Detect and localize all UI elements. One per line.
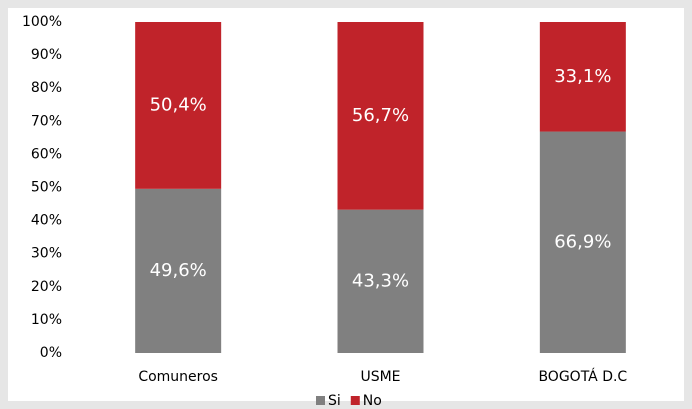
- x-tick-label: BOGOTÁ D.C: [538, 368, 627, 385]
- y-tick-label: 30%: [31, 246, 62, 262]
- bar-segment: [135, 188, 222, 353]
- legend-swatch: [316, 396, 325, 405]
- data-label: 50,4%: [150, 94, 207, 115]
- bar-segment: [337, 22, 424, 210]
- legend-swatch: [350, 396, 360, 405]
- bar-segment: [539, 22, 626, 132]
- x-tick-label: Comuneros: [138, 369, 218, 385]
- y-tick-label: 60%: [31, 146, 62, 162]
- data-label: 66,9%: [554, 231, 611, 252]
- y-tick-label: 10%: [31, 312, 62, 328]
- legend-label: Si: [328, 393, 341, 409]
- bar-segment: [135, 22, 222, 189]
- data-label: 56,7%: [352, 105, 409, 126]
- bar-segment: [539, 131, 626, 353]
- bar-segment: [337, 209, 424, 353]
- y-tick-label: 50%: [31, 180, 62, 196]
- x-tick-label: USME: [360, 369, 400, 385]
- y-tick-label: 80%: [31, 80, 62, 96]
- y-tick-label: 40%: [31, 213, 62, 229]
- data-label: 33,1%: [554, 66, 611, 87]
- y-tick-label: 20%: [31, 279, 62, 295]
- y-tick-label: 0%: [40, 345, 62, 361]
- legend-label: No: [363, 393, 382, 409]
- data-label: 43,3%: [352, 270, 409, 291]
- data-label: 49,6%: [150, 260, 207, 281]
- y-tick-label: 70%: [31, 113, 62, 129]
- y-tick-label: 90%: [31, 47, 62, 63]
- y-tick-label: 100%: [22, 14, 62, 30]
